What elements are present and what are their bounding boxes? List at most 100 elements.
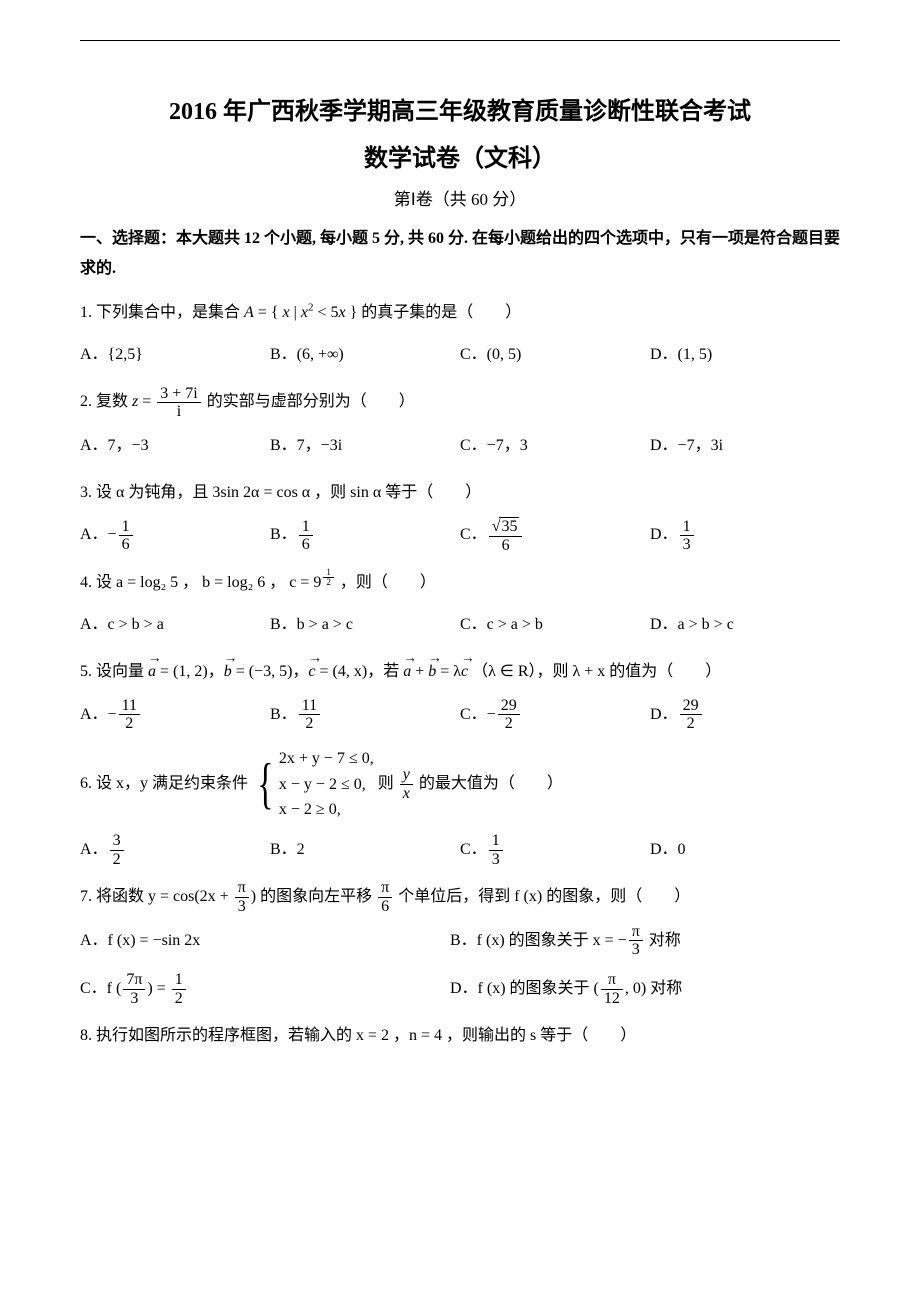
q5-opt-a: A．−112 <box>80 696 270 734</box>
q5-vec-a2: a <box>403 654 411 689</box>
q7-opt-a: A．f (x) = −sin 2x <box>80 922 450 960</box>
q6-a-pre: A． <box>80 841 108 858</box>
q2-stem: 2. 复数 z = 3 + 7i i 的实部与虚部分别为（ ） <box>80 384 840 420</box>
q1-stem: 1. 下列集合中，是集合 A = { x | x2 < 5x } 的真子集的是（… <box>80 295 840 330</box>
q1-opt-a: A．{2,5} <box>80 336 270 374</box>
q8-stem: 8. 执行如图所示的程序框图，若输入的 x = 2 ，n = 4 ，则输出的 s… <box>80 1018 840 1053</box>
q7-c-vd: 2 <box>172 990 186 1008</box>
q6-c-pre: C． <box>460 841 487 858</box>
q3-b-num: 1 <box>299 518 313 537</box>
q3-d-den: 3 <box>680 536 694 554</box>
q5-c-val: = (4, x)，若 <box>316 663 404 680</box>
q6-brace-content: 2x + y − 7 ≤ 0, x − y − 2 ≤ 0, x − 2 ≥ 0… <box>279 744 374 825</box>
q5-d-pre: D． <box>650 706 678 723</box>
q5-vec-c: c <box>308 654 315 689</box>
q7-c-ad: 3 <box>123 990 145 1008</box>
q7-mid2: 个单位后，得到 f (x) 的图象，则（ ） <box>394 888 690 905</box>
q7-f1d: 3 <box>235 898 249 916</box>
title-sub: 数学试卷（文科） <box>80 138 840 173</box>
q3-c-den: 6 <box>489 537 523 555</box>
section-instructions: 一、选择题：本大题共 12 个小题, 每小题 5 分, 共 60 分. 在每小题… <box>80 224 840 285</box>
q6-c-num: 1 <box>489 832 503 851</box>
q7-f2n: π <box>378 879 392 898</box>
q5-eq: = λ <box>436 663 461 680</box>
q4-pre: 4. 设 a = log₂ 5 ， b = log₂ 6 ， c = 9 <box>80 574 321 591</box>
q3-opt-c: C．√356 <box>460 516 650 554</box>
q6-frac: yx <box>400 766 413 802</box>
q6-c-den: 3 <box>489 851 503 869</box>
q6-row1: 2x + y − 7 ≤ 0, <box>279 746 374 772</box>
q6-post: 的最大值为（ ） <box>419 775 563 792</box>
q7-mid1: ) 的图象向左平移 <box>251 888 376 905</box>
q1-opt-c: C．(0, 5) <box>460 336 650 374</box>
q6-row3: x − 2 ≥ 0, <box>279 797 374 823</box>
q6-options: A．32 B．2 C．13 D．0 <box>80 831 840 869</box>
q4-exp-den: 2 <box>323 578 334 588</box>
q7-c-vn: 1 <box>172 971 186 990</box>
q7-b-den: 3 <box>629 941 643 959</box>
q7-d-post: , 0) 对称 <box>625 980 682 997</box>
q4-opt-c: C．c > a > b <box>460 606 650 644</box>
q5-a-pre: A．− <box>80 706 117 723</box>
q5-vec-b: b <box>224 654 232 689</box>
q7-options-row1: A．f (x) = −sin 2x B．f (x) 的图象关于 x = −π3 … <box>80 922 840 960</box>
q1-post: 的真子集的是（ ） <box>361 304 521 321</box>
q6-a-den: 2 <box>110 851 124 869</box>
q5-c-pre: C．− <box>460 706 496 723</box>
q5-pre: 5. 设向量 <box>80 663 148 680</box>
q5-b-pre: B． <box>270 706 297 723</box>
q3-a-pre: A．− <box>80 526 117 543</box>
q7-options-row2: C．f (7π3) = 12 D．f (x) 的图象关于 (π12, 0) 对称 <box>80 970 840 1008</box>
q4-opt-d: D．a > b > c <box>650 606 840 644</box>
q2-z: z <box>132 393 138 410</box>
q1-opt-d: D．(1, 5) <box>650 336 840 374</box>
q6-frac-num: y <box>400 766 413 785</box>
title-main: 2016 年广西秋季学期高三年级教育质量诊断性联合考试 <box>80 91 840 126</box>
q3-opt-d: D．13 <box>650 516 840 554</box>
q3-a-num: 1 <box>119 518 133 537</box>
q7-opt-c: C．f (7π3) = 12 <box>80 970 450 1008</box>
q2-opt-d: D．−7，3i <box>650 427 840 465</box>
exam-page: 2016 年广西秋季学期高三年级教育质量诊断性联合考试 数学试卷（文科） 第Ⅰ卷… <box>0 0 920 1113</box>
q5-opt-b: B．112 <box>270 696 460 734</box>
q7-d-den: 12 <box>601 990 623 1008</box>
q5-opt-d: D．292 <box>650 696 840 734</box>
q1-options: A．{2,5} B．(6, +∞) C．(0, 5) D．(1, 5) <box>80 336 840 374</box>
q6-opt-a: A．32 <box>80 831 270 869</box>
q7-opt-b: B．f (x) 的图象关于 x = −π3 对称 <box>450 922 820 960</box>
q5-vec-b2: b <box>428 654 436 689</box>
q4-options: A．c > b > a B．b > a > c C．c > a > b D．a … <box>80 606 840 644</box>
q6-stem: 6. 设 x，y 满足约束条件 { 2x + y − 7 ≤ 0, x − y … <box>80 744 840 825</box>
q7-c-an: 7π <box>123 971 145 990</box>
title-part: 第Ⅰ卷（共 60 分） <box>80 185 840 210</box>
q2-opt-c: C．−7，3 <box>460 427 650 465</box>
q3-opt-b: B．16 <box>270 516 460 554</box>
q3-b-den: 6 <box>299 536 313 554</box>
q5-plus: + <box>411 663 428 680</box>
q4-opt-a: A．c > b > a <box>80 606 270 644</box>
q7-d-pre: D．f (x) 的图象关于 ( <box>450 980 599 997</box>
q2-frac-num: 3 + 7i <box>157 385 200 404</box>
q3-a-den: 6 <box>119 536 133 554</box>
q3-d-pre: D． <box>650 526 678 543</box>
top-rule <box>80 40 840 41</box>
q3-options: A．−16 B．16 C．√356 D．13 <box>80 516 840 554</box>
q5-vec-c2: c <box>461 654 468 689</box>
q7-pre: 7. 将函数 y = cos(2x + <box>80 888 233 905</box>
q1-pre: 1. 下列集合中，是集合 <box>80 304 244 321</box>
q4-opt-b: B．b > a > c <box>270 606 460 644</box>
q1-set: A <box>244 304 254 321</box>
q5-b-num: 11 <box>299 697 320 716</box>
q5-opt-c: C．−292 <box>460 696 650 734</box>
q2-frac: 3 + 7i i <box>157 385 200 421</box>
q5-a-den: 2 <box>119 715 140 733</box>
q6-frac-den: x <box>400 785 413 803</box>
q4-post: ，则（ ） <box>336 574 436 591</box>
q3-c-sqrt: 35 <box>499 517 519 536</box>
q3-opt-a: A．−16 <box>80 516 270 554</box>
q3-c-pre: C． <box>460 526 487 543</box>
q5-c-num: 29 <box>498 697 520 716</box>
q6-pre: 6. 设 x，y 满足约束条件 <box>80 775 252 792</box>
q5-d-num: 29 <box>680 697 702 716</box>
q7-b-num: π <box>629 923 643 942</box>
